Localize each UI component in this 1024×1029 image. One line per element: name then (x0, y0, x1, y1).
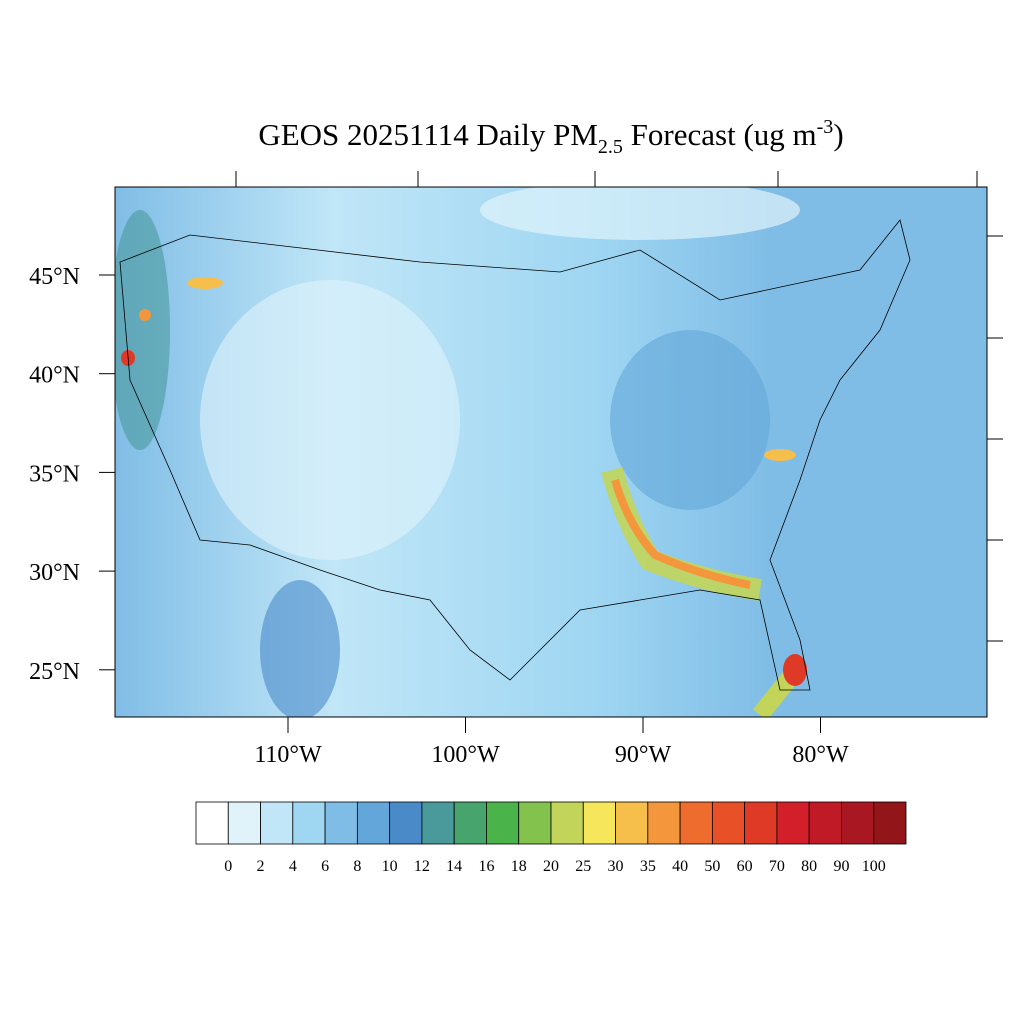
colorbar-box (582, 801, 616, 845)
colorbar-label: 90 (833, 858, 849, 875)
colorbar-label: 18 (511, 858, 527, 875)
colorbar-label: 60 (737, 858, 753, 875)
colorbar-box (292, 801, 326, 845)
title-mid: Forecast (ug m (623, 117, 817, 152)
colorbar-label: 100 (862, 858, 886, 875)
country-outline (119, 219, 911, 691)
field-region (260, 580, 340, 717)
colorbar-box (486, 801, 520, 845)
colorbar-box (615, 801, 649, 845)
field-hotspot (764, 449, 796, 461)
title-end: ) (833, 117, 843, 152)
field-region (610, 330, 770, 510)
colorbar-box (356, 801, 391, 845)
field-region (200, 280, 460, 560)
colorbar-box (421, 801, 455, 845)
colorbar-box (518, 801, 552, 845)
lon-tick-label: 90°W (615, 742, 672, 768)
lat-tick-label: 25°N (29, 659, 80, 685)
colorbar-label: 10 (382, 858, 398, 875)
title-subscript: 2.5 (598, 136, 623, 158)
colorbar-label: 80 (801, 858, 817, 875)
colorbar-label: 6 (321, 858, 329, 875)
colorbar-box (679, 801, 713, 845)
colorbar-label: 12 (414, 858, 430, 875)
colorbar-label: 35 (640, 858, 656, 875)
lat-tick-label: 30°N (29, 560, 80, 586)
lon-tick-label: 100°W (431, 742, 500, 768)
colorbar-box (260, 801, 294, 845)
colorbar-label: 20 (543, 858, 559, 875)
colorbar-box (744, 801, 778, 845)
colorbar-box (711, 801, 746, 845)
colorbar-box (195, 801, 229, 845)
lat-tick-label: 35°N (29, 461, 80, 487)
frame-ticks (235, 171, 1003, 642)
colorbar-label: 50 (704, 858, 720, 875)
colorbar-box (873, 801, 907, 845)
colorbar-label: 0 (224, 858, 232, 875)
colorbar-box (324, 801, 358, 845)
field-hotspot (187, 277, 223, 289)
colorbar-box (550, 801, 584, 845)
field-region (115, 210, 170, 450)
colorbar-label: 2 (257, 858, 265, 875)
colorbar-label: 70 (769, 858, 785, 875)
colorbar-label: 8 (353, 858, 361, 875)
field-hotspot (139, 309, 151, 321)
lon-tick-label: 110°W (254, 742, 322, 768)
colorbar-label: 14 (446, 858, 462, 875)
colorbar-label: 30 (608, 858, 624, 875)
field-plume (611, 478, 751, 589)
colorbar-box (776, 801, 810, 845)
lat-tick-label: 40°N (29, 363, 80, 389)
colorbar-label: 40 (672, 858, 688, 875)
map-frame (114, 186, 988, 718)
title-superscript: -3 (817, 116, 834, 138)
colorbar-label: 4 (289, 858, 297, 875)
map-title: GEOS 20251114 Daily PM2.5 Forecast (ug m… (258, 116, 843, 158)
colorbar-box (453, 801, 487, 845)
colorbar-label: 25 (575, 858, 591, 875)
colorbar-label: 16 (478, 858, 494, 875)
lon-tick-label: 80°W (792, 742, 849, 768)
lat-tick-label: 45°N (29, 264, 80, 290)
colorbar-box (227, 801, 261, 845)
title-main: GEOS 20251114 Daily PM (258, 117, 598, 152)
colorbar-box (841, 801, 875, 845)
field-region (480, 187, 800, 240)
colorbar-box (647, 801, 681, 845)
colorbar-box (808, 801, 842, 845)
colorbar-box (389, 801, 423, 845)
field-hotspot (783, 654, 807, 686)
map-field (115, 187, 987, 717)
